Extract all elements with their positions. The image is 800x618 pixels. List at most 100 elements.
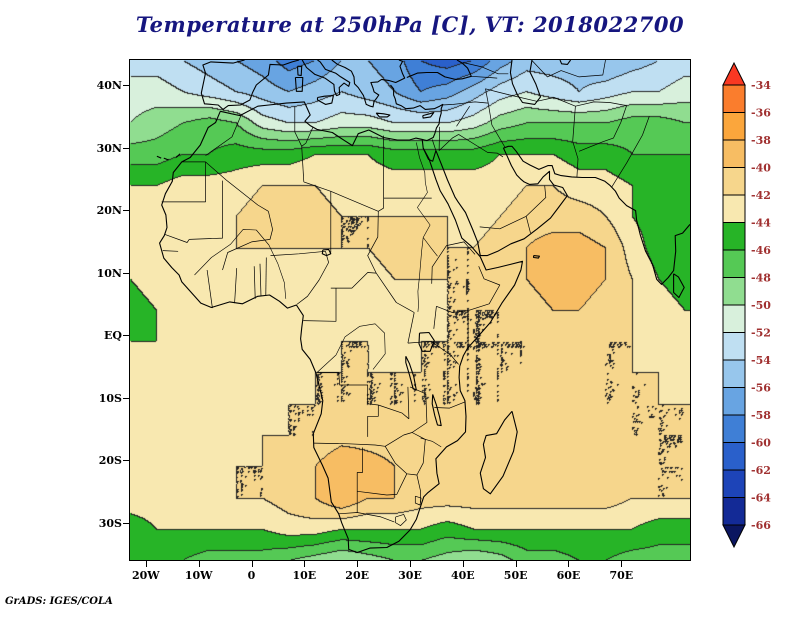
- colorbar-segment: [722, 497, 746, 526]
- lat-tick: [123, 85, 130, 86]
- lat-tick: [123, 460, 130, 461]
- country-border-path: [251, 211, 273, 243]
- country-border-path: [433, 306, 437, 329]
- lon-tick: [357, 561, 359, 567]
- coastline-path: [163, 157, 169, 161]
- river-path: [416, 142, 431, 312]
- lat-tick-label: 20N: [96, 204, 122, 217]
- colorbar-label: -34: [751, 79, 771, 92]
- coastline-path: [406, 60, 472, 80]
- country-border-path: [470, 75, 498, 79]
- country-border-path: [222, 241, 252, 271]
- colorbar-arrow-top: [722, 61, 746, 86]
- country-border-path: [162, 250, 179, 252]
- colorbar-label: -56: [751, 382, 771, 395]
- country-border-path: [330, 272, 377, 289]
- coastline-path: [673, 273, 685, 299]
- country-border-path: [431, 139, 437, 151]
- lat-tick: [123, 272, 130, 274]
- country-border-path: [356, 447, 363, 513]
- colorbar-label: -54: [751, 354, 771, 367]
- coastline-path: [390, 84, 444, 142]
- lat-tick-label: 30N: [96, 141, 122, 155]
- river-path: [194, 229, 287, 299]
- country-border-path: [436, 305, 469, 313]
- country-border-path: [611, 116, 650, 188]
- country-border-path: [378, 198, 384, 212]
- coastline-path: [294, 76, 304, 92]
- country-border-path: [431, 245, 447, 284]
- colorbar-segment: [722, 332, 746, 361]
- lon-tick-label: 30E: [398, 569, 422, 582]
- country-border-path: [578, 105, 627, 152]
- colorbar-label: -46: [751, 244, 771, 257]
- river-path: [316, 323, 386, 373]
- country-border-path: [407, 312, 415, 344]
- coastline-path: [509, 60, 542, 105]
- colorbar-segment: [722, 277, 746, 306]
- colorbar-label: -44: [751, 217, 771, 230]
- lon-tick: [410, 561, 411, 567]
- country-border-path: [270, 250, 326, 256]
- country-border-path: [367, 211, 379, 274]
- lon-tick: [304, 561, 306, 567]
- colorbar-label: -60: [751, 437, 771, 450]
- colorbar-segment: [722, 139, 746, 168]
- lon-tick: [515, 561, 517, 567]
- lon-tick-label: 20E: [345, 569, 369, 582]
- country-border-path: [357, 473, 408, 496]
- colorbar-segment: [722, 84, 746, 113]
- country-border-path: [385, 432, 413, 447]
- coastline-path: [559, 60, 572, 65]
- lat-tick: [123, 522, 130, 524]
- lon-tick-label: 10E: [292, 569, 317, 582]
- country-border-path: [411, 393, 428, 433]
- country-border-path: [531, 60, 606, 78]
- grads-credit: GrADS: IGES/COLA: [5, 596, 113, 607]
- colorbar-label: -48: [751, 272, 771, 285]
- colorbar-segment: [722, 167, 746, 196]
- country-border-path: [301, 146, 305, 182]
- lon-tick-label: 20W: [132, 569, 160, 582]
- lon-tick-label: 10W: [184, 569, 213, 582]
- colorbar-label: -50: [751, 299, 771, 312]
- colorbar-label: -64: [751, 492, 771, 505]
- country-border-path: [572, 106, 579, 178]
- country-border-path: [485, 88, 510, 104]
- country-border-path: [416, 474, 421, 503]
- country-border-path: [446, 241, 476, 255]
- country-border-path: [259, 263, 262, 297]
- country-border-path: [253, 266, 256, 299]
- lat-tick-label: 40N: [96, 79, 122, 92]
- lon-tick: [621, 561, 623, 567]
- coastline-path: [175, 153, 181, 158]
- colorbar-segment: [722, 414, 746, 443]
- coastline-path: [418, 331, 435, 352]
- country-border-path: [414, 495, 422, 506]
- lon-tick-label: 60E: [556, 569, 581, 582]
- country-border-path: [525, 216, 531, 234]
- country-border-path: [375, 272, 415, 313]
- country-border-path: [206, 269, 213, 309]
- lat-tick-label: 30S: [98, 516, 122, 530]
- lon-tick: [462, 561, 464, 567]
- country-border-path: [301, 127, 314, 147]
- river-path: [420, 437, 442, 448]
- coastline-path: [479, 410, 518, 495]
- colorbar-label: -40: [751, 162, 771, 175]
- colorbar-label: -66: [751, 519, 771, 532]
- lon-tick: [568, 561, 570, 567]
- lat-tick: [123, 397, 130, 399]
- country-border-path: [409, 386, 426, 395]
- country-border-path: [313, 442, 386, 447]
- coastline-path: [331, 60, 406, 108]
- lon-tick: [251, 561, 253, 567]
- coastline-path: [405, 356, 417, 391]
- lat-tick-label: EQ: [104, 329, 122, 342]
- country-border-path: [317, 372, 379, 406]
- coastline-path: [159, 101, 524, 554]
- colorbar-label: -58: [751, 409, 771, 422]
- lon-tick: [198, 561, 200, 567]
- colorbar-segment: [722, 469, 746, 498]
